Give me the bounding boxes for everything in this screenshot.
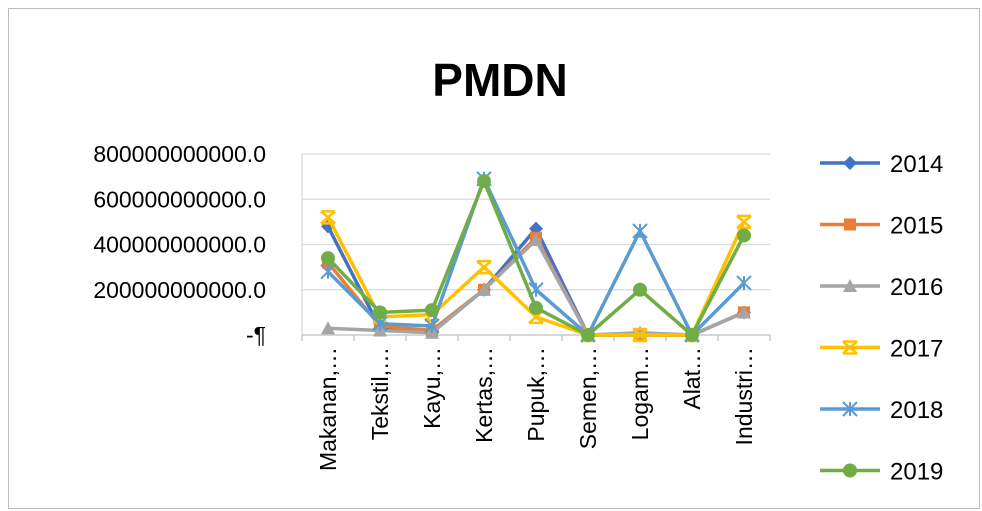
legend-item: 2015 xyxy=(820,213,943,240)
data-point xyxy=(685,328,699,342)
y-tick-label: 800000000000.0 xyxy=(93,141,266,167)
data-point xyxy=(321,321,335,335)
legend-item: 2016 xyxy=(820,274,943,301)
legend-label: 2018 xyxy=(890,397,943,424)
legend-marker xyxy=(843,279,857,292)
data-point xyxy=(737,305,751,319)
data-point xyxy=(633,282,647,297)
x-tick-label: Logam… xyxy=(627,347,653,440)
chart-area xyxy=(8,8,980,509)
y-tick-label: -¶ xyxy=(246,322,266,348)
legend-item: 2019 xyxy=(820,459,943,486)
x-tick-label: Semen,… xyxy=(575,347,601,449)
chart-title: PMDN xyxy=(432,54,567,106)
x-tick-label: Kayu,… xyxy=(419,347,445,429)
x-tick-label: Industri… xyxy=(731,347,757,445)
legend-marker xyxy=(843,463,857,478)
data-point xyxy=(476,259,492,275)
y-tick-label: 600000000000.0 xyxy=(93,186,266,212)
data-point xyxy=(320,210,336,225)
legend-marker xyxy=(843,156,857,170)
data-point xyxy=(528,309,544,325)
series-2019 xyxy=(321,174,751,342)
x-tick-label: Tekstil,… xyxy=(367,347,393,440)
data-point xyxy=(736,214,752,230)
x-axis-tick-labels: Makanan,… Tekstil,… Kayu,… Kertas,… Pupuk,… S… xyxy=(315,347,757,471)
legend-label: 2016 xyxy=(890,274,943,301)
legend-marker xyxy=(842,401,858,417)
data-point xyxy=(529,232,543,246)
legend-marker xyxy=(842,340,858,355)
data-point xyxy=(424,318,440,334)
data-point xyxy=(581,328,595,342)
legend-item: 2018 xyxy=(820,397,943,424)
data-point xyxy=(477,174,491,189)
y-tick-label: 400000000000.0 xyxy=(93,232,266,258)
data-point xyxy=(425,303,439,318)
data-point xyxy=(632,223,648,239)
x-tick-label: Makanan,… xyxy=(315,347,341,471)
legend-item: 2014 xyxy=(820,151,943,178)
legend-label: 2017 xyxy=(890,336,943,363)
data-point xyxy=(321,251,335,266)
legend-marker xyxy=(844,218,856,231)
x-tick-label: Alat… xyxy=(679,347,705,410)
series-layer xyxy=(320,171,752,343)
legend-item: 2017 xyxy=(820,336,943,363)
data-point xyxy=(373,305,387,320)
legend-label: 2014 xyxy=(890,151,943,178)
legend-label: 2015 xyxy=(890,213,943,240)
data-point xyxy=(736,275,752,291)
legend-label: 2019 xyxy=(890,459,943,486)
data-point xyxy=(477,282,491,296)
y-axis-tick-labels: -¶ 200000000000.0 400000000000.0 6000000000… xyxy=(93,141,266,348)
data-point xyxy=(320,263,336,280)
y-tick-label: 200000000000.0 xyxy=(93,277,266,303)
data-point xyxy=(737,228,751,243)
x-tick-label: Pupuk,… xyxy=(523,347,549,442)
data-point xyxy=(632,327,648,343)
data-point xyxy=(529,300,543,315)
legend: 2014 2015 2016 2017 2018 2019 xyxy=(820,151,943,486)
x-tick-label: Kertas,… xyxy=(471,347,497,443)
